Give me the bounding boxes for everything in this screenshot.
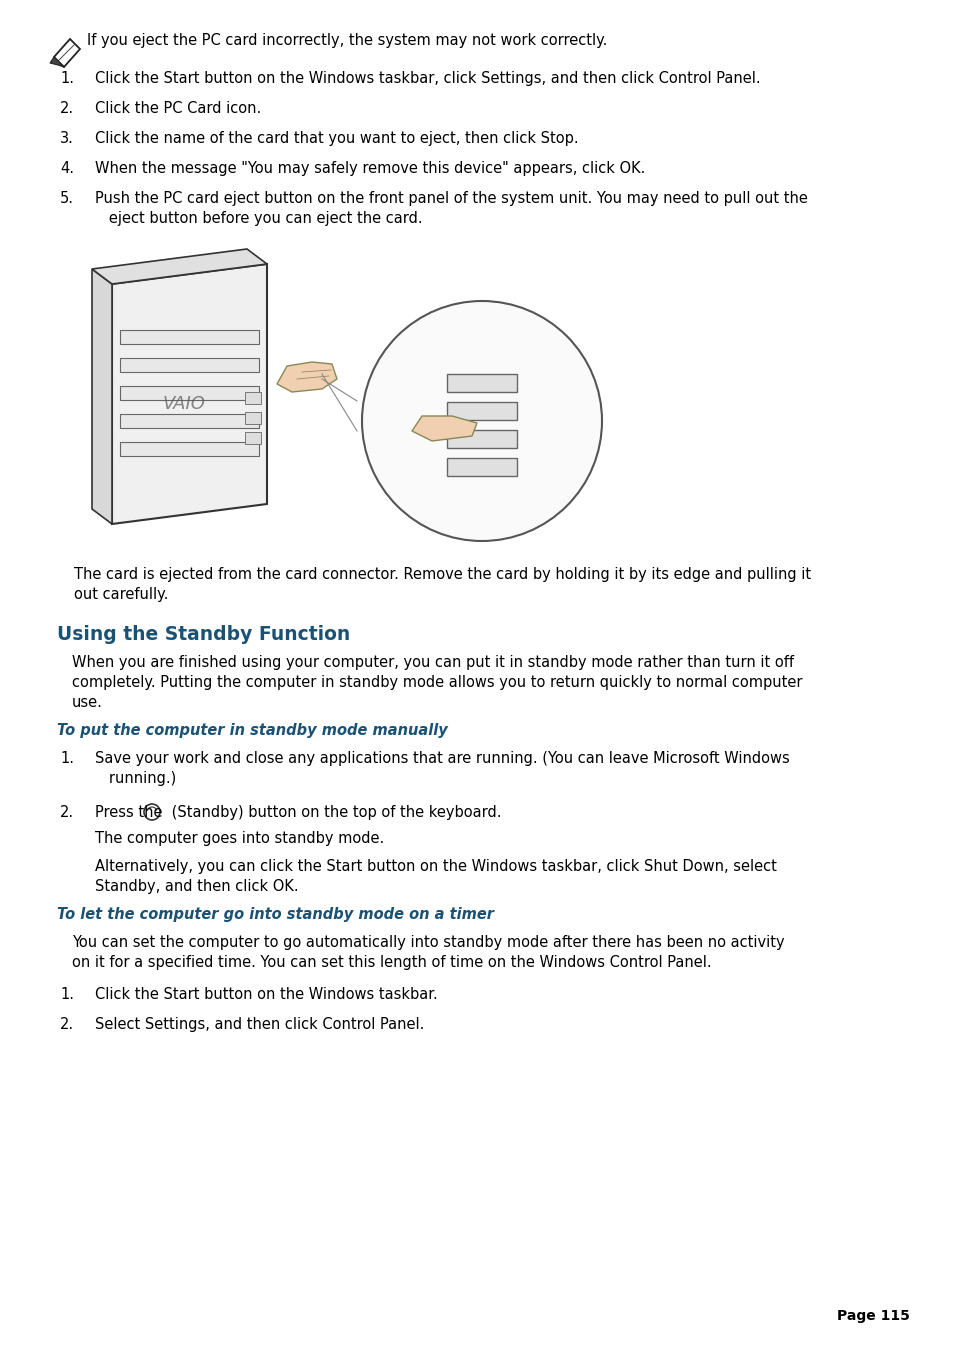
Circle shape: [361, 301, 601, 540]
Bar: [120, 442, 258, 457]
Polygon shape: [91, 269, 112, 524]
Bar: [447, 430, 517, 449]
Text: To put the computer in standby mode manually: To put the computer in standby mode manu…: [57, 723, 447, 738]
Text: When you are finished using your computer, you can put it in standby mode rather: When you are finished using your compute…: [71, 655, 793, 670]
Text: 1.: 1.: [60, 988, 74, 1002]
Bar: [120, 386, 258, 400]
Bar: [447, 374, 517, 392]
Text: If you eject the PC card incorrectly, the system may not work correctly.: If you eject the PC card incorrectly, th…: [87, 32, 607, 49]
Text: Click the Start button on the Windows taskbar.: Click the Start button on the Windows ta…: [95, 988, 437, 1002]
Text: 1.: 1.: [60, 72, 74, 86]
Text: Standby, and then click OK.: Standby, and then click OK.: [95, 880, 298, 894]
Bar: [245, 412, 261, 424]
Text: You can set the computer to go automatically into standby mode after there has b: You can set the computer to go automatic…: [71, 935, 783, 950]
Text: 2.: 2.: [60, 101, 74, 116]
Text: Press the: Press the: [95, 805, 167, 820]
Text: When the message "You may safely remove this device" appears, click OK.: When the message "You may safely remove …: [95, 161, 644, 176]
Text: Save your work and close any applications that are running. (You can leave Micro: Save your work and close any application…: [95, 751, 789, 766]
Text: on it for a specified time. You can set this length of time on the Windows Contr: on it for a specified time. You can set …: [71, 955, 711, 970]
Text: completely. Putting the computer in standby mode allows you to return quickly to: completely. Putting the computer in stan…: [71, 676, 801, 690]
Text: Page 115: Page 115: [836, 1309, 909, 1323]
Bar: [447, 403, 517, 420]
Text: Using the Standby Function: Using the Standby Function: [57, 626, 350, 644]
Text: out carefully.: out carefully.: [74, 586, 168, 603]
Text: running.): running.): [95, 771, 176, 786]
Text: To let the computer go into standby mode on a timer: To let the computer go into standby mode…: [57, 907, 494, 921]
Text: The card is ejected from the card connector. Remove the card by holding it by it: The card is ejected from the card connec…: [74, 567, 810, 582]
Text: The computer goes into standby mode.: The computer goes into standby mode.: [95, 831, 384, 846]
Bar: [245, 432, 261, 444]
Text: Push the PC card eject button on the front panel of the system unit. You may nee: Push the PC card eject button on the fro…: [95, 190, 807, 205]
Text: 1.: 1.: [60, 751, 74, 766]
Text: Select Settings, and then click Control Panel.: Select Settings, and then click Control …: [95, 1017, 424, 1032]
Text: 3.: 3.: [60, 131, 73, 146]
Bar: [120, 413, 258, 428]
Bar: [245, 392, 261, 404]
Text: 5.: 5.: [60, 190, 74, 205]
Text: (Standby) button on the top of the keyboard.: (Standby) button on the top of the keybo…: [167, 805, 501, 820]
Polygon shape: [276, 362, 336, 392]
Text: Click the PC Card icon.: Click the PC Card icon.: [95, 101, 261, 116]
Text: 4.: 4.: [60, 161, 74, 176]
Text: 2.: 2.: [60, 1017, 74, 1032]
Polygon shape: [112, 263, 267, 524]
Polygon shape: [50, 57, 64, 68]
Bar: [120, 330, 258, 345]
Text: Alternatively, you can click the Start button on the Windows taskbar, click Shut: Alternatively, you can click the Start b…: [95, 859, 776, 874]
Bar: [120, 358, 258, 372]
Text: VAIO: VAIO: [162, 394, 205, 413]
Text: Click the Start button on the Windows taskbar, click Settings, and then click Co: Click the Start button on the Windows ta…: [95, 72, 760, 86]
Bar: [52, 254, 909, 549]
Text: Click the name of the card that you want to eject, then click Stop.: Click the name of the card that you want…: [95, 131, 578, 146]
Polygon shape: [412, 416, 476, 440]
Text: eject button before you can eject the card.: eject button before you can eject the ca…: [95, 211, 422, 226]
Text: use.: use.: [71, 694, 103, 711]
Polygon shape: [91, 249, 267, 284]
Text: 2.: 2.: [60, 805, 74, 820]
Bar: [447, 458, 517, 476]
